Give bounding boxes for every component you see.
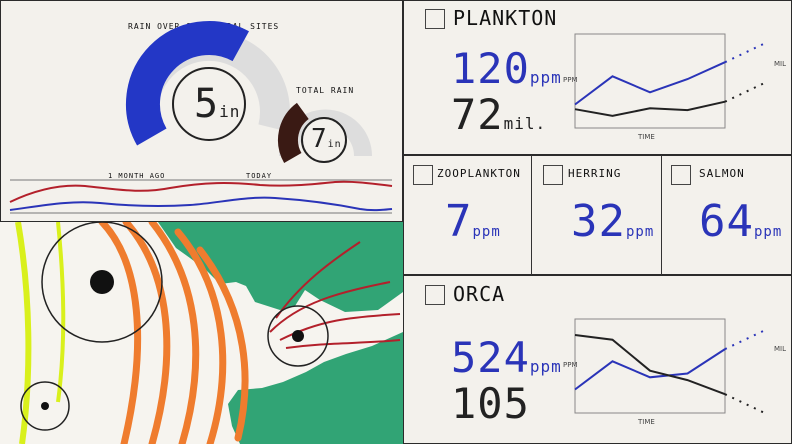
plankton-series-blue-dash (725, 44, 763, 62)
total-gauge-unit: in (328, 139, 342, 150)
total-gauge-number: 7 (311, 124, 328, 154)
zooplankton-checkbox[interactable] (413, 165, 433, 185)
plankton-y-label: PPM (563, 76, 577, 84)
orca-y-label: PPM (563, 361, 577, 369)
plankton-checkbox[interactable] (425, 9, 445, 29)
herring-value: 32 (571, 196, 626, 247)
herring-value-wrap: 32ppm (571, 200, 654, 244)
orca-chart-frame (575, 319, 725, 413)
total-gauge-value: 7in (311, 126, 342, 152)
salmon-value: 64 (699, 196, 754, 247)
plankton-series-blue (575, 62, 725, 104)
orca-x-label: TIME (637, 418, 655, 426)
orca-count: 105 (451, 383, 530, 425)
plankton-ppm-value: 120 (451, 44, 530, 93)
large-circle-dot (90, 270, 114, 294)
zooplankton-label: ZOOPLANKTON (437, 167, 521, 180)
main-gauge-number: 5 (194, 81, 219, 127)
plankton-count-value: 72 (451, 90, 504, 139)
main-gauge-value: 5in (194, 84, 240, 124)
spark-label-left: 1 MONTH AGO (108, 172, 165, 180)
herring-checkbox[interactable] (543, 165, 563, 185)
plankton-x-label: TIME (637, 133, 655, 141)
plankton-count-unit: mil. (504, 114, 547, 133)
plankton-y2-label: MIL (774, 60, 786, 68)
salmon-label: SALMON (699, 167, 745, 180)
zooplankton-unit: ppm (473, 224, 501, 240)
orca-checkbox[interactable] (425, 285, 445, 305)
orca-panel: ORCA 524ppm 105 TIME PPM MIL (403, 275, 792, 444)
salmon-value-wrap: 64ppm (699, 200, 782, 244)
map-panel (0, 222, 403, 444)
map-svg (0, 222, 403, 444)
species-divider-1 (531, 155, 532, 275)
zooplankton-value-wrap: 7ppm (445, 200, 501, 244)
spark-red-series (10, 182, 392, 202)
spark-blue-series (10, 198, 392, 211)
orca-ppm-value: 524 (451, 333, 530, 382)
orca-series-blue (575, 349, 725, 389)
spark-label-right: TODAY (246, 172, 272, 180)
plankton-label: PLANKTON (453, 6, 557, 30)
orca-chart: TIME PPM MIL (563, 307, 792, 437)
orca-ppm-unit: ppm (530, 357, 562, 376)
plankton-series-black-dash (725, 84, 763, 102)
main-gauge-unit: in (219, 102, 240, 121)
orca-count-value: 105 (451, 379, 530, 428)
coast-circle-dot (292, 330, 304, 342)
small-circle-dot (41, 402, 49, 410)
orca-ppm: 524ppm (451, 337, 562, 379)
zooplankton-value: 7 (445, 196, 473, 247)
orca-label: ORCA (453, 282, 505, 306)
species-panel: ZOOPLANKTON 7ppm HERRING 32ppm SALMON 64… (403, 155, 792, 275)
salmon-checkbox[interactable] (671, 165, 691, 185)
plankton-ppm: 120ppm (451, 48, 562, 90)
species-divider-2 (661, 155, 662, 275)
orca-series-blue-dash (725, 331, 763, 349)
plankton-panel: PLANKTON 120ppm 72mil. TIME PPM MIL (403, 0, 792, 155)
rain-panel: RAIN OVER SOUNDRIDAL SITES TOTAL RAIN 5i… (0, 0, 403, 222)
plankton-series-black (575, 102, 725, 116)
orca-series-black-dash (725, 394, 763, 412)
plankton-chart: TIME PPM MIL (563, 22, 792, 142)
herring-label: HERRING (568, 167, 621, 180)
plankton-ppm-unit: ppm (530, 68, 562, 87)
herring-unit: ppm (626, 224, 654, 240)
salmon-unit: ppm (754, 224, 782, 240)
orca-y2-label: MIL (774, 345, 786, 353)
plankton-count: 72mil. (451, 94, 546, 136)
